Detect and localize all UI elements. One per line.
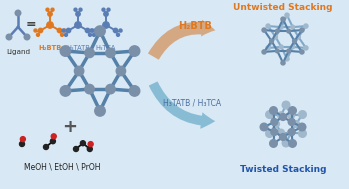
Text: Ligand: Ligand: [6, 49, 30, 55]
Circle shape: [80, 141, 86, 146]
Circle shape: [95, 26, 105, 36]
Circle shape: [75, 22, 81, 28]
Circle shape: [271, 129, 278, 136]
Circle shape: [102, 8, 105, 11]
Circle shape: [20, 137, 25, 142]
Circle shape: [74, 8, 77, 11]
Circle shape: [113, 28, 118, 33]
Circle shape: [106, 84, 115, 94]
Circle shape: [287, 29, 291, 33]
Circle shape: [107, 8, 110, 11]
Text: MeOH \ EtOH \ PrOH: MeOH \ EtOH \ PrOH: [24, 163, 100, 171]
Circle shape: [50, 139, 55, 144]
Circle shape: [266, 130, 273, 137]
Circle shape: [63, 29, 66, 32]
Circle shape: [304, 24, 308, 28]
Circle shape: [47, 22, 53, 28]
Circle shape: [129, 46, 140, 56]
Circle shape: [280, 114, 287, 120]
Circle shape: [300, 28, 304, 32]
Circle shape: [291, 45, 295, 49]
Text: Twisted Stacking: Twisted Stacking: [240, 165, 326, 174]
Circle shape: [300, 50, 304, 54]
Circle shape: [103, 22, 109, 28]
Circle shape: [51, 134, 56, 139]
Circle shape: [266, 111, 273, 118]
Circle shape: [285, 13, 289, 17]
Circle shape: [60, 33, 64, 36]
Text: H₂BTB: H₂BTB: [178, 21, 212, 31]
Circle shape: [95, 106, 105, 116]
FancyArrowPatch shape: [148, 20, 215, 60]
Circle shape: [298, 123, 306, 131]
Circle shape: [299, 111, 306, 118]
Circle shape: [270, 107, 277, 114]
Circle shape: [34, 29, 37, 32]
Circle shape: [288, 119, 295, 125]
Circle shape: [277, 129, 284, 136]
Circle shape: [38, 28, 43, 33]
Circle shape: [289, 140, 296, 147]
Circle shape: [273, 121, 280, 127]
Text: H₃TATB: H₃TATB: [66, 45, 90, 51]
Circle shape: [281, 61, 285, 65]
Circle shape: [288, 129, 295, 136]
Circle shape: [46, 8, 49, 11]
Circle shape: [104, 12, 108, 16]
Circle shape: [262, 28, 266, 32]
Text: H₃TATB / H₃TCA: H₃TATB / H₃TCA: [163, 98, 221, 107]
Circle shape: [289, 107, 296, 114]
Circle shape: [270, 39, 273, 43]
Circle shape: [119, 29, 122, 32]
Circle shape: [88, 142, 93, 147]
Circle shape: [277, 112, 284, 119]
Circle shape: [274, 35, 277, 39]
Circle shape: [62, 29, 65, 32]
Circle shape: [76, 12, 80, 16]
Circle shape: [270, 140, 277, 147]
Circle shape: [74, 146, 79, 152]
Circle shape: [116, 66, 126, 76]
Text: H₃TCA: H₃TCA: [96, 45, 116, 51]
Circle shape: [94, 28, 99, 33]
Circle shape: [266, 24, 270, 28]
Text: =: =: [26, 19, 36, 32]
Circle shape: [44, 145, 49, 149]
Circle shape: [281, 17, 285, 21]
Circle shape: [288, 112, 295, 119]
Circle shape: [299, 130, 306, 137]
Circle shape: [6, 34, 12, 40]
Circle shape: [37, 33, 39, 36]
Circle shape: [297, 35, 300, 39]
Circle shape: [129, 86, 140, 96]
Text: +: +: [62, 118, 77, 136]
Circle shape: [260, 123, 268, 131]
Circle shape: [90, 29, 93, 32]
Circle shape: [304, 46, 308, 50]
Circle shape: [285, 57, 289, 61]
Text: Untwisted Stacking: Untwisted Stacking: [233, 3, 333, 12]
Circle shape: [66, 28, 71, 33]
Circle shape: [280, 134, 287, 140]
Text: H₂BTB: H₂BTB: [38, 45, 62, 51]
Circle shape: [280, 45, 283, 49]
Circle shape: [282, 101, 290, 109]
Circle shape: [87, 146, 92, 152]
Circle shape: [15, 10, 21, 16]
Circle shape: [292, 39, 296, 43]
Circle shape: [292, 121, 299, 127]
Circle shape: [287, 49, 291, 53]
Circle shape: [48, 12, 52, 16]
Circle shape: [91, 29, 94, 32]
Circle shape: [57, 28, 62, 33]
Circle shape: [51, 8, 54, 11]
Circle shape: [92, 33, 96, 36]
Circle shape: [85, 84, 94, 94]
Circle shape: [60, 46, 70, 56]
Circle shape: [266, 46, 270, 50]
Circle shape: [106, 48, 115, 58]
Circle shape: [65, 33, 67, 36]
Circle shape: [275, 49, 279, 53]
Circle shape: [288, 129, 295, 136]
